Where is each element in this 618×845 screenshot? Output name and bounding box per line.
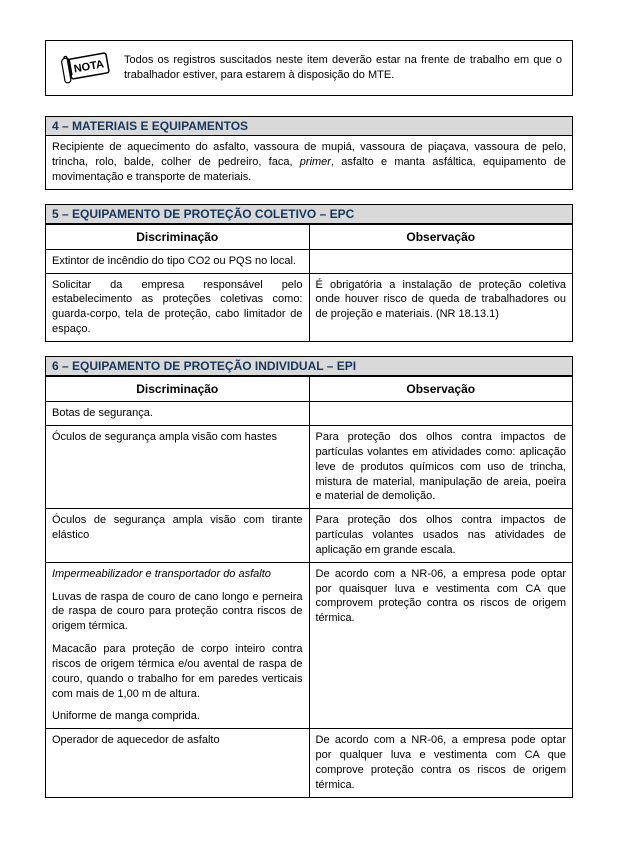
cell-block: Luvas de raspa de couro de cano longo e … — [52, 590, 303, 635]
cell-discriminacao: Impermeabilizador e transportador do asf… — [46, 562, 310, 729]
table-row: Solicitar da empresa responsável pelo es… — [46, 273, 573, 341]
cell-block: Impermeabilizador e transportador do asf… — [52, 567, 303, 582]
cell-observacao — [309, 402, 573, 426]
cell-observacao: De acordo com a NR-06, a empresa pode op… — [309, 562, 573, 729]
nota-box: NOTA Todos os registros suscitados neste… — [45, 40, 573, 96]
cell-observacao: Para proteção dos olhos contra impactos … — [309, 425, 573, 508]
section4-italic: primer — [300, 156, 331, 168]
cell-observacao: É obrigatória a instalação de proteção c… — [309, 273, 573, 341]
section5-table: Discriminação Observação Extintor de inc… — [45, 224, 573, 342]
nota-icon: NOTA — [52, 47, 114, 89]
table-row: Óculos de segurança ampla visão com hast… — [46, 425, 573, 508]
cell-discriminacao: Óculos de segurança ampla visão com hast… — [46, 425, 310, 508]
table-row: Botas de segurança. — [46, 402, 573, 426]
cell-discriminacao: Solicitar da empresa responsável pelo es… — [46, 273, 310, 341]
section6-th-left: Discriminação — [46, 376, 310, 401]
section6-th-right: Observação — [309, 376, 573, 401]
section4-header: 4 – MATERIAIS E EQUIPAMENTOS — [45, 116, 573, 136]
cell-discriminacao: Operador de aquecedor de asfalto — [46, 729, 310, 797]
cell-discriminacao: Extintor de incêndio do tipo CO2 ou PQS … — [46, 249, 310, 273]
cell-block: Macacão para proteção de corpo inteiro c… — [52, 642, 303, 701]
section4-body: Recipiente de aquecimento do asfalto, va… — [45, 136, 573, 190]
table-row: Óculos de segurança ampla visão com tira… — [46, 509, 573, 563]
section6-header: 6 – EQUIPAMENTO DE PROTEÇÃO INDIVIDUAL –… — [45, 356, 573, 376]
table-row: Extintor de incêndio do tipo CO2 ou PQS … — [46, 249, 573, 273]
section5-header: 5 – EQUIPAMENTO DE PROTEÇÃO COLETIVO – E… — [45, 204, 573, 224]
cell-observacao: De acordo com a NR-06, a empresa pode op… — [309, 729, 573, 797]
cell-block: Uniforme de manga comprida. — [52, 709, 303, 724]
section5-th-left: Discriminação — [46, 224, 310, 249]
section5-th-right: Observação — [309, 224, 573, 249]
nota-text: Todos os registros suscitados neste item… — [124, 53, 562, 83]
cell-discriminacao: Botas de segurança. — [46, 402, 310, 426]
page: NOTA Todos os registros suscitados neste… — [0, 0, 618, 842]
section6-table: Discriminação Observação Botas de segura… — [45, 376, 573, 798]
cell-observacao — [309, 249, 573, 273]
cell-observacao: Para proteção dos olhos contra impactos … — [309, 509, 573, 563]
cell-discriminacao: Óculos de segurança ampla visão com tira… — [46, 509, 310, 563]
table-row: Impermeabilizador e transportador do asf… — [46, 562, 573, 729]
table-row: Operador de aquecedor de asfalto De acor… — [46, 729, 573, 797]
